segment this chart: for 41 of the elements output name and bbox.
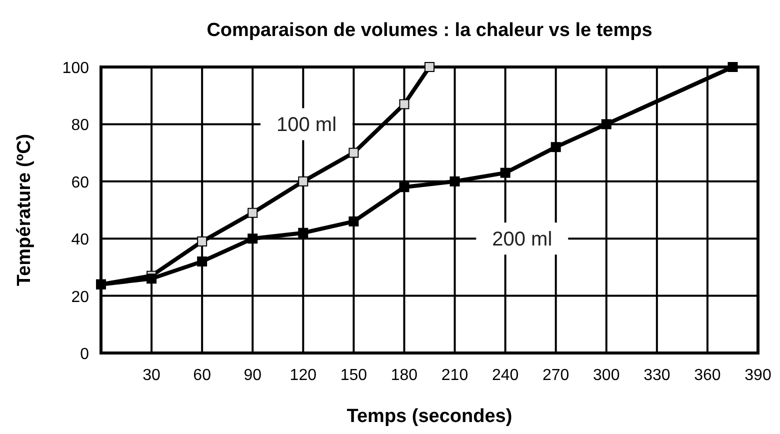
x-tick-label: 90 bbox=[244, 367, 262, 384]
y-tick-label: 40 bbox=[71, 232, 90, 249]
point bbox=[248, 234, 258, 244]
x-axis-title: Temps (secondes) bbox=[346, 406, 512, 427]
point bbox=[450, 176, 460, 186]
point bbox=[248, 208, 258, 218]
point bbox=[298, 176, 308, 186]
x-tick-label: 30 bbox=[142, 367, 161, 384]
point bbox=[424, 62, 434, 72]
y-tick-label: 80 bbox=[71, 117, 90, 134]
point bbox=[146, 274, 157, 284]
point bbox=[298, 228, 308, 238]
x-tick-label: 210 bbox=[441, 367, 468, 384]
text: 200 ml bbox=[492, 228, 552, 251]
y-tick-label: 100 bbox=[62, 60, 90, 77]
y-tick-label: 0 bbox=[80, 346, 90, 363]
x-tick-label: 270 bbox=[542, 367, 570, 384]
x-tick-label: 390 bbox=[744, 367, 772, 384]
x-tick-label: 330 bbox=[644, 367, 670, 384]
series-label: 100 ml bbox=[276, 114, 337, 136]
point bbox=[348, 148, 359, 158]
point bbox=[197, 256, 208, 266]
point bbox=[348, 216, 359, 226]
x-tick-label: 150 bbox=[340, 367, 368, 384]
point bbox=[197, 236, 208, 246]
x-tick-label: 300 bbox=[593, 367, 620, 384]
y-tick-label: 20 bbox=[71, 288, 90, 306]
point bbox=[601, 119, 612, 130]
x-tick-label: 360 bbox=[694, 367, 721, 384]
point bbox=[399, 99, 410, 110]
point bbox=[399, 182, 410, 192]
chart-title: Comparaison de volumes : la chaleur vs le temps bbox=[206, 20, 652, 41]
y-axis-title: Température (ºC) bbox=[14, 134, 35, 286]
x-tick-label: 60 bbox=[193, 367, 212, 384]
point bbox=[728, 62, 738, 72]
point bbox=[550, 142, 561, 152]
y-tick-label: 60 bbox=[71, 174, 90, 192]
x-tick-label: 120 bbox=[290, 367, 317, 384]
x-tick-label: 240 bbox=[492, 367, 519, 384]
x-tick-label: 180 bbox=[390, 367, 418, 384]
point bbox=[500, 168, 510, 178]
